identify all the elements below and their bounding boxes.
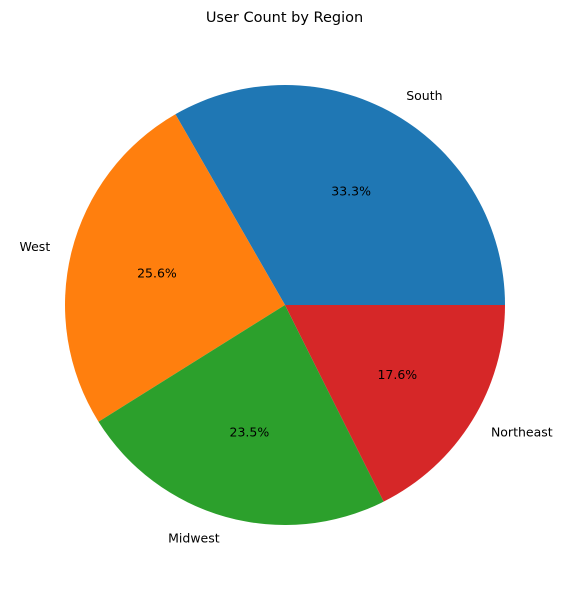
slice-label-northeast: Northeast (491, 425, 553, 440)
slice-label-south: South (406, 88, 442, 103)
slice-label-west: West (19, 239, 50, 254)
pie-slices (65, 84, 505, 525)
pie-slice-northeast (285, 305, 505, 502)
slice-percent-midwest: 23.5% (230, 425, 270, 440)
pie-labels: South 33.3% West 25.6% Midwest 23.5% Northeast… (19, 88, 552, 545)
pie-slice-south (175, 84, 505, 306)
slice-percent-west: 25.6% (137, 265, 177, 280)
slice-percent-south: 33.3% (331, 183, 371, 198)
pie-slice-midwest (98, 305, 384, 525)
slice-label-midwest: Midwest (168, 531, 220, 546)
chart-title: User Count by Region (206, 10, 363, 26)
pie-slice-west (65, 114, 285, 422)
slice-percent-northeast: 17.6% (377, 367, 417, 382)
